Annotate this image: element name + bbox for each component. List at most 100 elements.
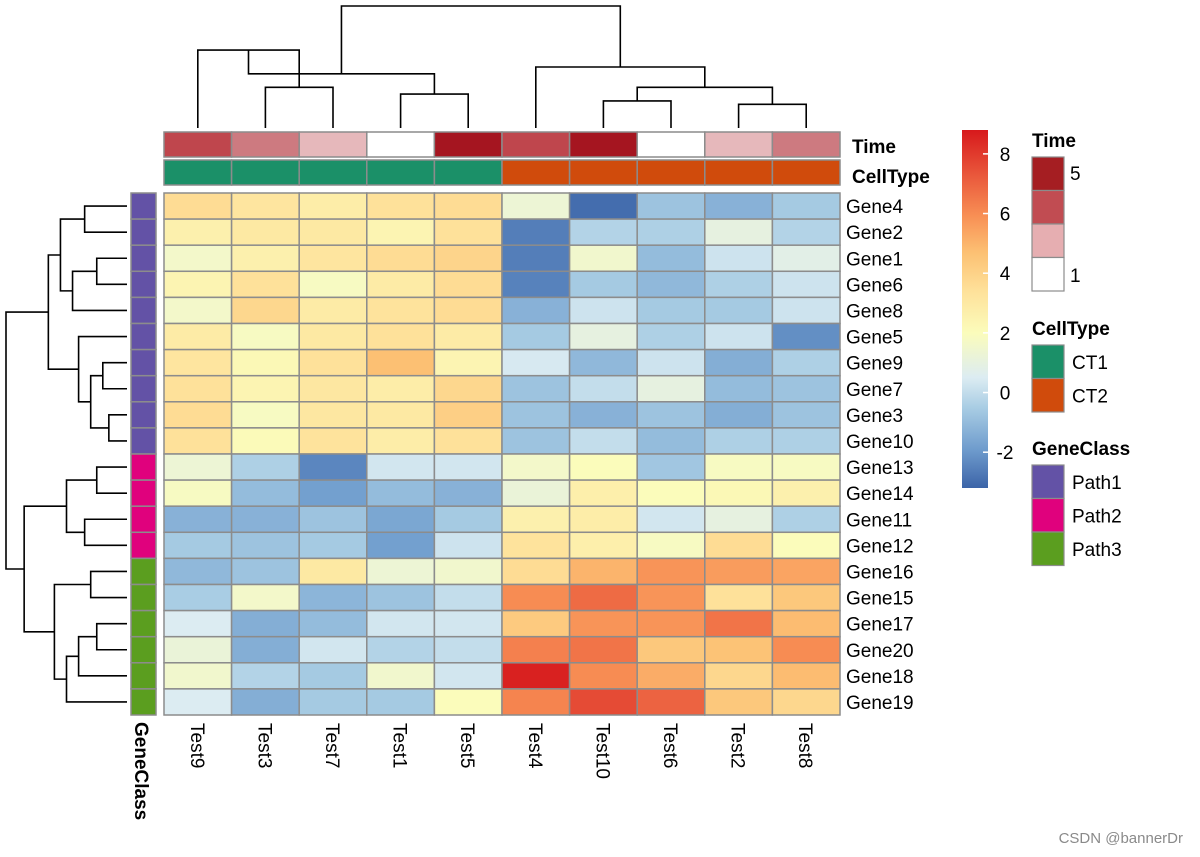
- geneclass-annotation-cell: [130, 479, 157, 507]
- dendrogram-branch: [95, 257, 127, 286]
- heatmap-cell: [298, 662, 368, 690]
- heatmap-cell: [568, 479, 638, 507]
- heatmap-cell: [568, 427, 638, 455]
- heatmap-cell: [501, 531, 571, 560]
- heatmap-cell: [704, 322, 774, 351]
- dendrogram-branch: [102, 361, 127, 390]
- heatmap-cell: [230, 270, 300, 299]
- heatmap-cell: [771, 427, 841, 455]
- heatmap-cell: [636, 427, 706, 455]
- heatmap-cell: [704, 270, 774, 299]
- geneclass-annotation-cell: [130, 583, 157, 612]
- heatmap-cell: [163, 635, 233, 664]
- heatmap-cell: [298, 270, 368, 299]
- heatmap-cell: [163, 505, 233, 534]
- column-label: Test1: [389, 723, 410, 768]
- time-legend: Time 5 1: [1031, 131, 1081, 292]
- time-annotation-cell: [433, 131, 503, 158]
- dendrogram-branch: [65, 655, 127, 703]
- heatmap-cell: [636, 531, 706, 560]
- celltype-legend: CellType CT1 CT2: [1031, 319, 1110, 413]
- heatmap-cell: [163, 244, 233, 273]
- heatmap-cell: [433, 270, 503, 299]
- time-legend-swatch: [1031, 223, 1065, 259]
- dendrogram-branch: [95, 622, 127, 651]
- geneclass-annotation-cell: [130, 348, 157, 377]
- geneclass-annotation-cell: [130, 688, 157, 716]
- geneclass-annotation-cell: [130, 505, 157, 534]
- heatmap-cell: [636, 688, 706, 716]
- geneclass-annotation-cell: [130, 453, 157, 481]
- color-scale-ticks: -2 0 2 4 6 8: [983, 145, 1013, 464]
- heatmap-cell: [568, 531, 638, 560]
- heatmap-cell: [771, 348, 841, 377]
- time-legend-title: Time: [1032, 131, 1076, 152]
- column-label: Test3: [253, 723, 274, 768]
- time-legend-swatches: [1031, 156, 1065, 292]
- heatmap-cell: [230, 192, 300, 220]
- heatmap-cell: [163, 218, 233, 246]
- heatmap-cell: [704, 218, 774, 246]
- heatmap-cell: [230, 218, 300, 246]
- row-label: Gene4: [846, 197, 903, 218]
- heatmap-cell: [366, 479, 436, 507]
- heatmap-cell: [366, 218, 436, 246]
- heatmap-cell: [433, 218, 503, 246]
- heatmap-cell: [568, 401, 638, 429]
- heatmap-cell: [230, 531, 300, 560]
- heatmap-cell: [568, 453, 638, 481]
- time-legend-swatch: [1031, 256, 1065, 292]
- dendrogram-branch: [602, 100, 672, 128]
- time-annotation-cell: [230, 131, 300, 158]
- heatmap-cell: [636, 374, 706, 403]
- heatmap-cell: [771, 296, 841, 325]
- geneclass-annotation-cell: [130, 662, 157, 690]
- heatmap-cell: [501, 427, 571, 455]
- celltype-legend-swatch: [1031, 377, 1065, 413]
- heatmap-cell: [704, 453, 774, 481]
- heatmap-cell: [298, 609, 368, 638]
- heatmap-cell: [771, 557, 841, 586]
- heatmap-cell: [230, 244, 300, 273]
- celltype-annotation-cell: [163, 159, 233, 186]
- heatmap-cell: [568, 374, 638, 403]
- heatmap-cell: [636, 557, 706, 586]
- time-legend-swatch: [1031, 189, 1065, 225]
- heatmap-cell: [366, 635, 436, 664]
- row-label: Gene9: [846, 354, 903, 375]
- heatmap-cell: [636, 635, 706, 664]
- row-label: Gene18: [846, 667, 914, 688]
- heatmap-cell: [636, 244, 706, 273]
- dendrogram-branch: [108, 414, 127, 442]
- heatmap-cell: [230, 479, 300, 507]
- column-label: Test9: [186, 723, 207, 768]
- row-label: Gene13: [846, 458, 914, 479]
- dendrogram-branch: [636, 86, 774, 105]
- column-label: Test4: [524, 723, 545, 769]
- heatmap-cell: [636, 662, 706, 690]
- dendrogram-branch: [264, 86, 334, 128]
- heatmap-cell: [704, 427, 774, 455]
- heatmap-cell: [771, 374, 841, 403]
- heatmap-cell: [433, 583, 503, 612]
- heatmap-cell: [501, 453, 571, 481]
- heatmap-cell: [568, 322, 638, 351]
- heatmap-cell: [230, 505, 300, 534]
- column-label: Test5: [456, 723, 477, 768]
- heatmap-cell: [433, 192, 503, 220]
- heatmap-cell: [636, 505, 706, 534]
- heatmap-cell: [366, 505, 436, 534]
- dendrogram-branch: [535, 66, 706, 128]
- geneclass-legend-title: GeneClass: [1032, 439, 1130, 460]
- geneclass-legend-label: Path1: [1072, 473, 1122, 494]
- heatmap-cell: [163, 609, 233, 638]
- geneclass-annotation-cell: [130, 192, 157, 220]
- color-scale-bar: [962, 130, 988, 488]
- time-legend-swatch: [1031, 156, 1065, 192]
- heatmap-cell: [636, 479, 706, 507]
- heatmap-cell: [366, 557, 436, 586]
- heatmap-cell: [501, 609, 571, 638]
- row-label: Gene10: [846, 432, 914, 453]
- dendrogram-branch: [71, 270, 127, 312]
